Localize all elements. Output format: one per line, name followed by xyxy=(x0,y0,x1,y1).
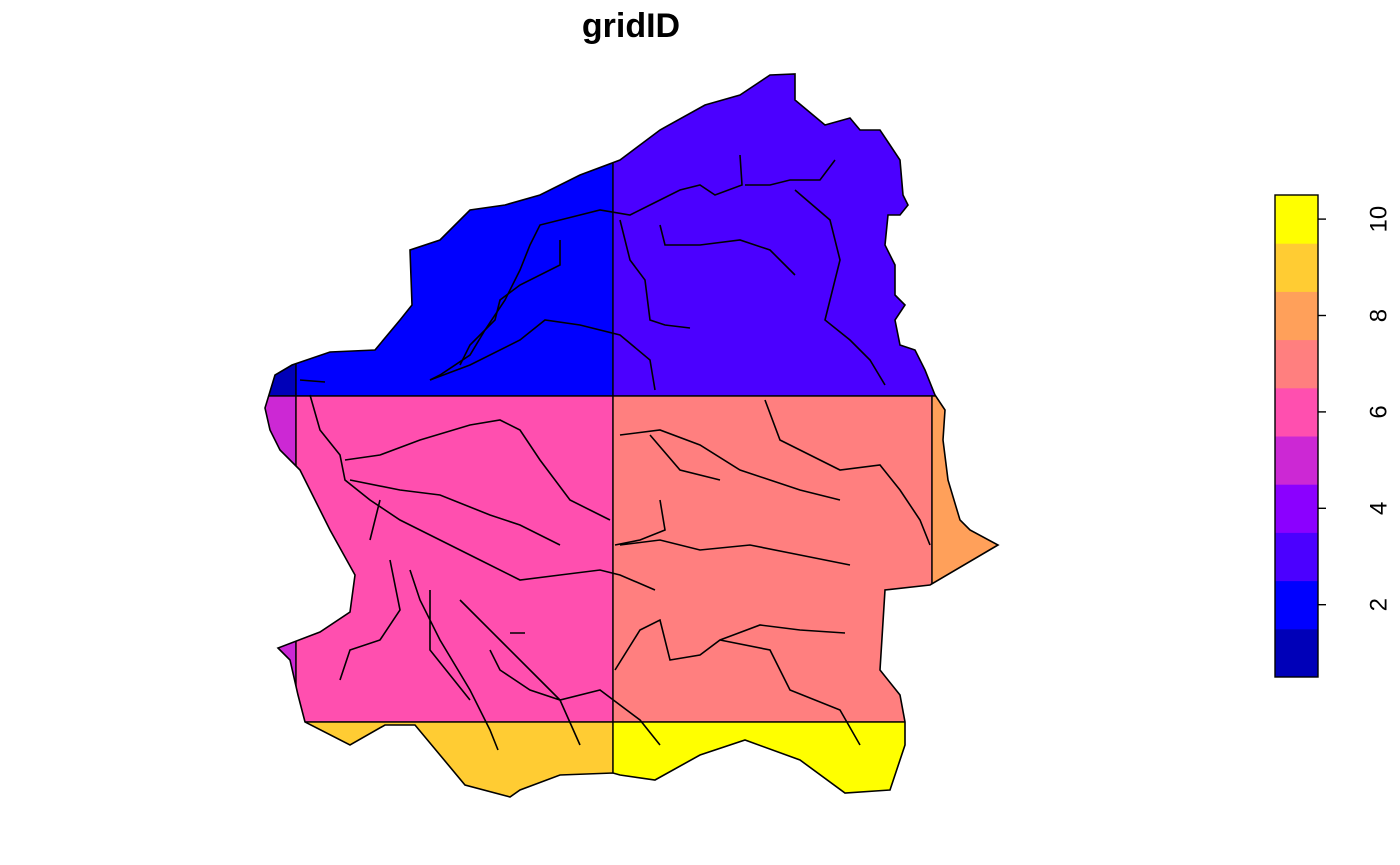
stream xyxy=(299,379,656,591)
legend-tick-label: 8 xyxy=(1365,309,1392,322)
legend-bin xyxy=(1275,580,1318,630)
legend-bin xyxy=(1275,532,1318,582)
legend-bin xyxy=(1275,339,1318,389)
stream xyxy=(794,189,886,386)
grid-cell xyxy=(612,721,998,797)
stream xyxy=(659,224,796,276)
grid-cell xyxy=(295,395,614,723)
stream xyxy=(344,419,611,521)
map-title: gridID xyxy=(582,7,680,45)
legend-tick-label: 10 xyxy=(1365,206,1392,233)
stream xyxy=(614,618,861,746)
grid-cell xyxy=(612,395,933,723)
legend-bin xyxy=(1275,436,1318,485)
stream xyxy=(745,159,836,186)
stream xyxy=(619,399,931,546)
stream xyxy=(429,154,743,381)
legend-bin xyxy=(1275,484,1318,533)
legend-bin xyxy=(1275,243,1318,292)
stream xyxy=(614,499,851,566)
stream xyxy=(429,319,656,391)
legend-bin xyxy=(1275,291,1318,341)
streams xyxy=(299,154,931,751)
stream xyxy=(619,219,691,329)
legend-bin xyxy=(1275,195,1318,244)
legend-bin xyxy=(1275,387,1318,437)
grid-cell xyxy=(295,74,614,397)
stream xyxy=(349,479,561,546)
legend-tick-label: 6 xyxy=(1365,405,1392,418)
grid-cell xyxy=(265,395,297,723)
legend: 2 4 6 8 10 xyxy=(1274,194,1392,678)
legend-tick-label: 2 xyxy=(1365,598,1392,611)
legend-bin xyxy=(1275,628,1318,678)
grid-cell xyxy=(612,74,998,397)
stream xyxy=(459,240,561,366)
legend-tick-label: 4 xyxy=(1365,502,1392,515)
grid-cell xyxy=(265,74,297,397)
grid-cell xyxy=(265,721,614,797)
stream xyxy=(339,499,661,751)
legend-frame xyxy=(1274,194,1319,678)
